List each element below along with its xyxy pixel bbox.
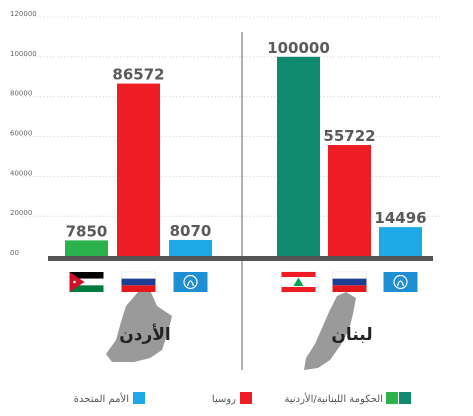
y-tick-label: 20000 (10, 209, 32, 217)
bar-russia (328, 145, 371, 256)
data-label: 100000 (267, 39, 330, 57)
russia-flag-icon (332, 271, 367, 292)
bar-russia (117, 83, 160, 257)
data-label: 14496 (374, 209, 426, 227)
data-label: 55722 (323, 127, 375, 145)
y-tick-label: 120000 (10, 10, 37, 18)
grid (22, 16, 440, 217)
y-tick-label: 00 (10, 249, 19, 257)
jordan-flag-icon (69, 272, 104, 292)
legend-swatch (240, 392, 252, 404)
legend-swatch (386, 392, 398, 404)
data-label: 8070 (170, 222, 212, 240)
x-axis-baseline (48, 256, 433, 261)
country-label: الأردن (119, 324, 171, 345)
country-label: لبنان (331, 325, 372, 345)
country-maps (106, 290, 356, 370)
lebanon-map-icon (304, 292, 356, 370)
data-label: 7850 (66, 222, 108, 240)
jordan-map-icon (106, 290, 172, 362)
legend-swatch (399, 392, 411, 404)
lebanon-flag-icon (281, 271, 316, 293)
y-tick-label: 60000 (10, 130, 32, 138)
legend-label: روسيا (212, 394, 236, 405)
flags (69, 271, 418, 293)
bar-government (277, 56, 320, 257)
un-flag-icon (173, 272, 208, 292)
y-axis: 00 20000 40000 60000 80000 100000 120000 (10, 10, 37, 257)
bar-un (169, 239, 212, 256)
data-label: 86572 (112, 66, 164, 84)
y-tick-label: 100000 (10, 50, 37, 58)
bar-un (379, 227, 422, 256)
legend-label: الأمم المتحدة (74, 392, 129, 405)
legend: الحكومة اللبنانية/الأردنية روسيا الأمم الم… (74, 392, 411, 405)
y-tick-label: 80000 (10, 90, 32, 98)
legend-label: الحكومة اللبنانية/الأردنية (284, 392, 383, 405)
bar-government (65, 240, 108, 256)
un-flag-icon (383, 272, 418, 292)
russia-flag-icon (121, 271, 156, 292)
y-tick-label: 40000 (10, 169, 32, 177)
legend-swatch (133, 392, 145, 404)
